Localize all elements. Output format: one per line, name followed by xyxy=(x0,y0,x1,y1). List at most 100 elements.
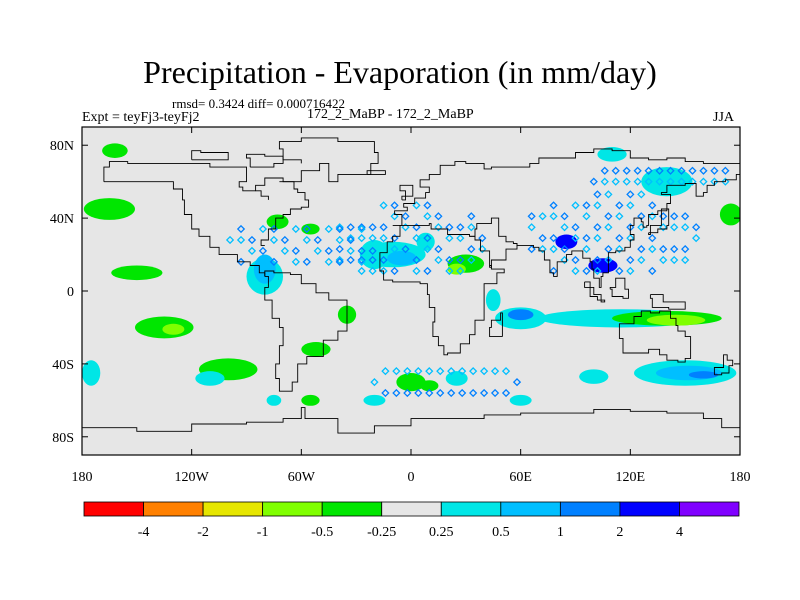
contour-diamond xyxy=(659,223,668,232)
anomaly-patch xyxy=(301,394,320,406)
colorbar-swatch xyxy=(143,501,204,517)
coastline xyxy=(103,181,266,277)
coastline xyxy=(609,277,629,299)
contour-diamond xyxy=(370,377,379,387)
anomaly-patch xyxy=(485,289,501,312)
colorbar-label: 0.25 xyxy=(429,525,454,540)
contour-diamond xyxy=(346,223,355,232)
contour-diamond xyxy=(648,234,657,243)
contour-diamond xyxy=(357,266,366,276)
contour-diamond xyxy=(403,367,412,376)
contour-diamond xyxy=(512,377,522,387)
colorbar-swatch xyxy=(500,501,561,517)
y-tick-label: 80S xyxy=(52,431,74,446)
coastline xyxy=(366,170,386,175)
anomaly-patch xyxy=(102,143,128,158)
contour-diamond xyxy=(670,223,679,232)
anomaly-patch xyxy=(82,360,101,386)
period-label: 172_2_MaBP - 172_2_MaBP xyxy=(307,107,474,122)
diamond-pattern-layer xyxy=(225,166,730,398)
colorbar-label: 2 xyxy=(616,525,623,540)
coastline xyxy=(82,407,740,434)
contour-diamond xyxy=(593,266,602,276)
contour-diamond xyxy=(357,224,366,234)
coastline xyxy=(489,312,503,338)
coastline xyxy=(392,148,740,226)
contour-diamond xyxy=(412,201,421,210)
colorbar-swatch xyxy=(262,501,323,517)
contour-diamond xyxy=(582,234,591,243)
contour-diamond xyxy=(681,255,690,265)
contour-diamond xyxy=(611,177,620,186)
contour-diamond xyxy=(379,234,388,243)
contour-diamond xyxy=(368,266,377,276)
contour-diamond xyxy=(368,246,377,256)
colorbar-swatch xyxy=(679,501,740,517)
contour-diamond xyxy=(538,244,547,254)
contour-diamond xyxy=(721,177,730,186)
coastline xyxy=(469,217,518,268)
contour-diamond xyxy=(688,177,697,186)
contour-diamond xyxy=(478,234,487,243)
y-tick-label: 40N xyxy=(50,212,74,227)
contour-diamond xyxy=(615,244,624,254)
contour-diamond xyxy=(434,244,443,254)
contour-diamond xyxy=(626,255,635,265)
colorbar-label: -2 xyxy=(197,525,209,540)
contour-diamond xyxy=(379,255,388,265)
x-tick-label: 180 xyxy=(72,470,93,485)
contour-diamond xyxy=(291,257,300,266)
contour-diamond xyxy=(447,388,456,398)
contour-diamond xyxy=(467,244,476,254)
contour-diamond xyxy=(357,246,366,256)
coastline xyxy=(255,190,269,200)
colorbar-label: 4 xyxy=(676,525,683,540)
contour-diamond xyxy=(280,235,290,245)
contour-diamond xyxy=(721,166,730,175)
contour-diamond xyxy=(379,201,388,210)
contour-diamond xyxy=(549,212,558,221)
contour-diamond xyxy=(582,266,591,276)
contour-diamond xyxy=(302,224,311,234)
coastline xyxy=(103,161,310,246)
anomaly-patch xyxy=(396,373,426,392)
contour-diamond xyxy=(236,257,246,266)
contour-diamond xyxy=(346,246,355,256)
contour-diamond xyxy=(335,255,344,265)
coastline xyxy=(648,208,670,235)
contour-diamond xyxy=(681,244,690,254)
colorbar-swatch xyxy=(321,501,383,517)
x-tick-label: 60W xyxy=(288,470,316,485)
anomaly-patch xyxy=(266,394,282,406)
coastline xyxy=(399,184,414,201)
contour-diamond xyxy=(313,246,322,256)
contour-diamond xyxy=(368,234,377,243)
experiment-label: Expt = teyFj3-teyFj2 xyxy=(82,110,200,125)
contour-diamond xyxy=(390,212,399,221)
contour-diamond xyxy=(302,257,311,266)
contour-diamond xyxy=(401,212,410,221)
contour-diamond xyxy=(379,223,388,232)
contour-diamond xyxy=(425,388,434,398)
contour-diamond xyxy=(456,255,465,265)
contour-diamond xyxy=(589,177,598,186)
x-tick-label: 0 xyxy=(408,470,415,485)
contour-diamond xyxy=(479,367,489,376)
coastline-layer xyxy=(82,137,740,434)
anomaly-patch xyxy=(253,254,276,284)
contour-diamond xyxy=(392,388,401,398)
contour-diamond xyxy=(434,212,443,221)
colorbar-swatch xyxy=(440,501,502,517)
colorbar-swatch xyxy=(83,501,144,517)
contour-diamond xyxy=(633,177,642,186)
contour-diamond xyxy=(648,201,657,210)
contour-diamond xyxy=(458,388,467,398)
contour-diamond xyxy=(688,166,697,175)
contour-diamond xyxy=(357,257,366,266)
contour-diamond xyxy=(549,244,558,254)
contour-diamond xyxy=(659,244,668,254)
contour-diamond xyxy=(637,190,646,199)
contour-diamond xyxy=(247,235,257,245)
contour-diamond xyxy=(626,190,635,199)
contour-diamond xyxy=(604,212,613,221)
